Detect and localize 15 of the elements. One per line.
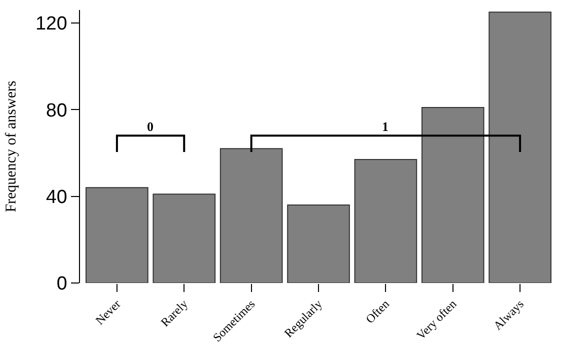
y-tick-label: 80: [46, 100, 68, 122]
x-tick-label: Very often: [414, 296, 460, 342]
bar: [287, 204, 350, 283]
bar: [488, 12, 552, 283]
y-axis-title: Frequency of answers: [4, 80, 20, 212]
y-tick-label: 0: [56, 274, 68, 295]
y-tick-label: 120: [35, 14, 68, 35]
bar: [220, 148, 283, 283]
bar: [354, 159, 418, 283]
bar: [152, 194, 216, 283]
bar: [86, 187, 148, 283]
annotation: 1: [382, 119, 388, 134]
annotation: 0: [147, 119, 154, 134]
bar: [421, 107, 484, 283]
y-tick-label: 40: [46, 186, 68, 208]
